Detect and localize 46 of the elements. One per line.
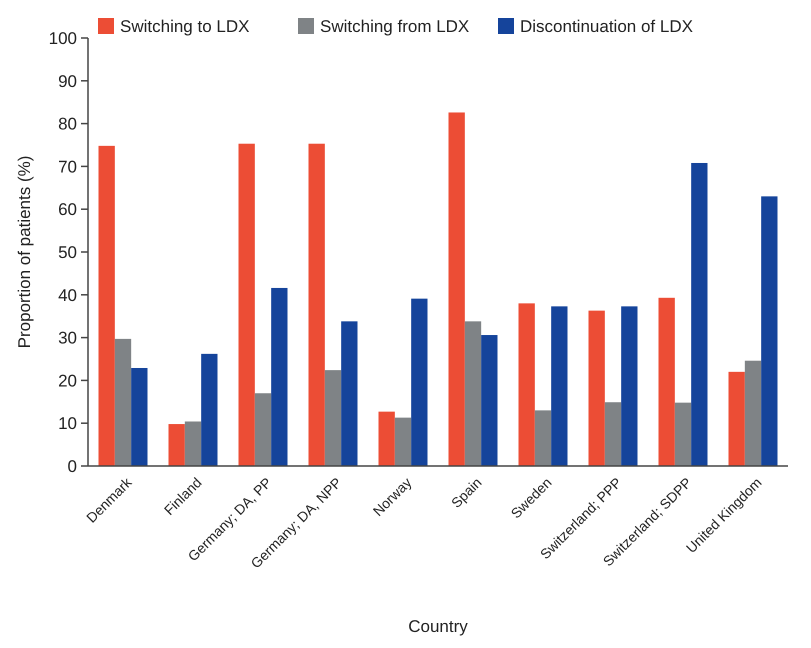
bar <box>184 421 202 466</box>
bar <box>254 393 272 466</box>
bar <box>621 306 638 466</box>
y-tick-label: 90 <box>58 72 77 91</box>
y-tick-label: 50 <box>58 242 77 262</box>
bar <box>588 310 605 466</box>
legend-label: Discontinuation of LDX <box>520 16 693 36</box>
bar <box>534 410 552 466</box>
bar <box>131 368 148 466</box>
y-tick-label: 80 <box>58 114 77 134</box>
bar <box>691 162 708 466</box>
bar <box>238 144 255 466</box>
y-tick-label: 100 <box>48 28 77 48</box>
legend-label: Switching to LDX <box>120 16 250 36</box>
bar <box>168 424 185 466</box>
bar <box>604 402 622 466</box>
y-tick-label: 60 <box>58 200 77 220</box>
bar <box>728 372 745 466</box>
bar <box>761 196 778 466</box>
x-axis-title: Country <box>408 617 468 636</box>
bar <box>394 418 412 466</box>
bar <box>271 288 288 466</box>
bar <box>551 306 568 466</box>
legend-label: Switching from LDX <box>320 16 470 36</box>
y-tick-label: 0 <box>68 456 77 476</box>
y-tick-label: 30 <box>58 328 77 348</box>
bar <box>464 321 482 466</box>
y-tick-label: 10 <box>58 414 77 434</box>
bar <box>518 303 535 466</box>
bar <box>744 360 762 466</box>
y-tick-label: 70 <box>58 157 77 176</box>
bar <box>658 298 675 466</box>
bar <box>674 402 692 466</box>
bar <box>114 338 132 466</box>
y-tick-label: 20 <box>58 371 77 390</box>
bar <box>411 298 428 466</box>
y-tick-label: 40 <box>58 286 77 305</box>
bar <box>481 335 498 466</box>
y-axis-title: Proportion of patients (%) <box>15 156 34 348</box>
bar <box>448 112 465 466</box>
bar <box>98 146 115 466</box>
bar <box>378 412 395 466</box>
bar <box>341 321 358 466</box>
bar <box>201 354 218 466</box>
bar <box>308 144 325 466</box>
bar <box>324 370 342 466</box>
